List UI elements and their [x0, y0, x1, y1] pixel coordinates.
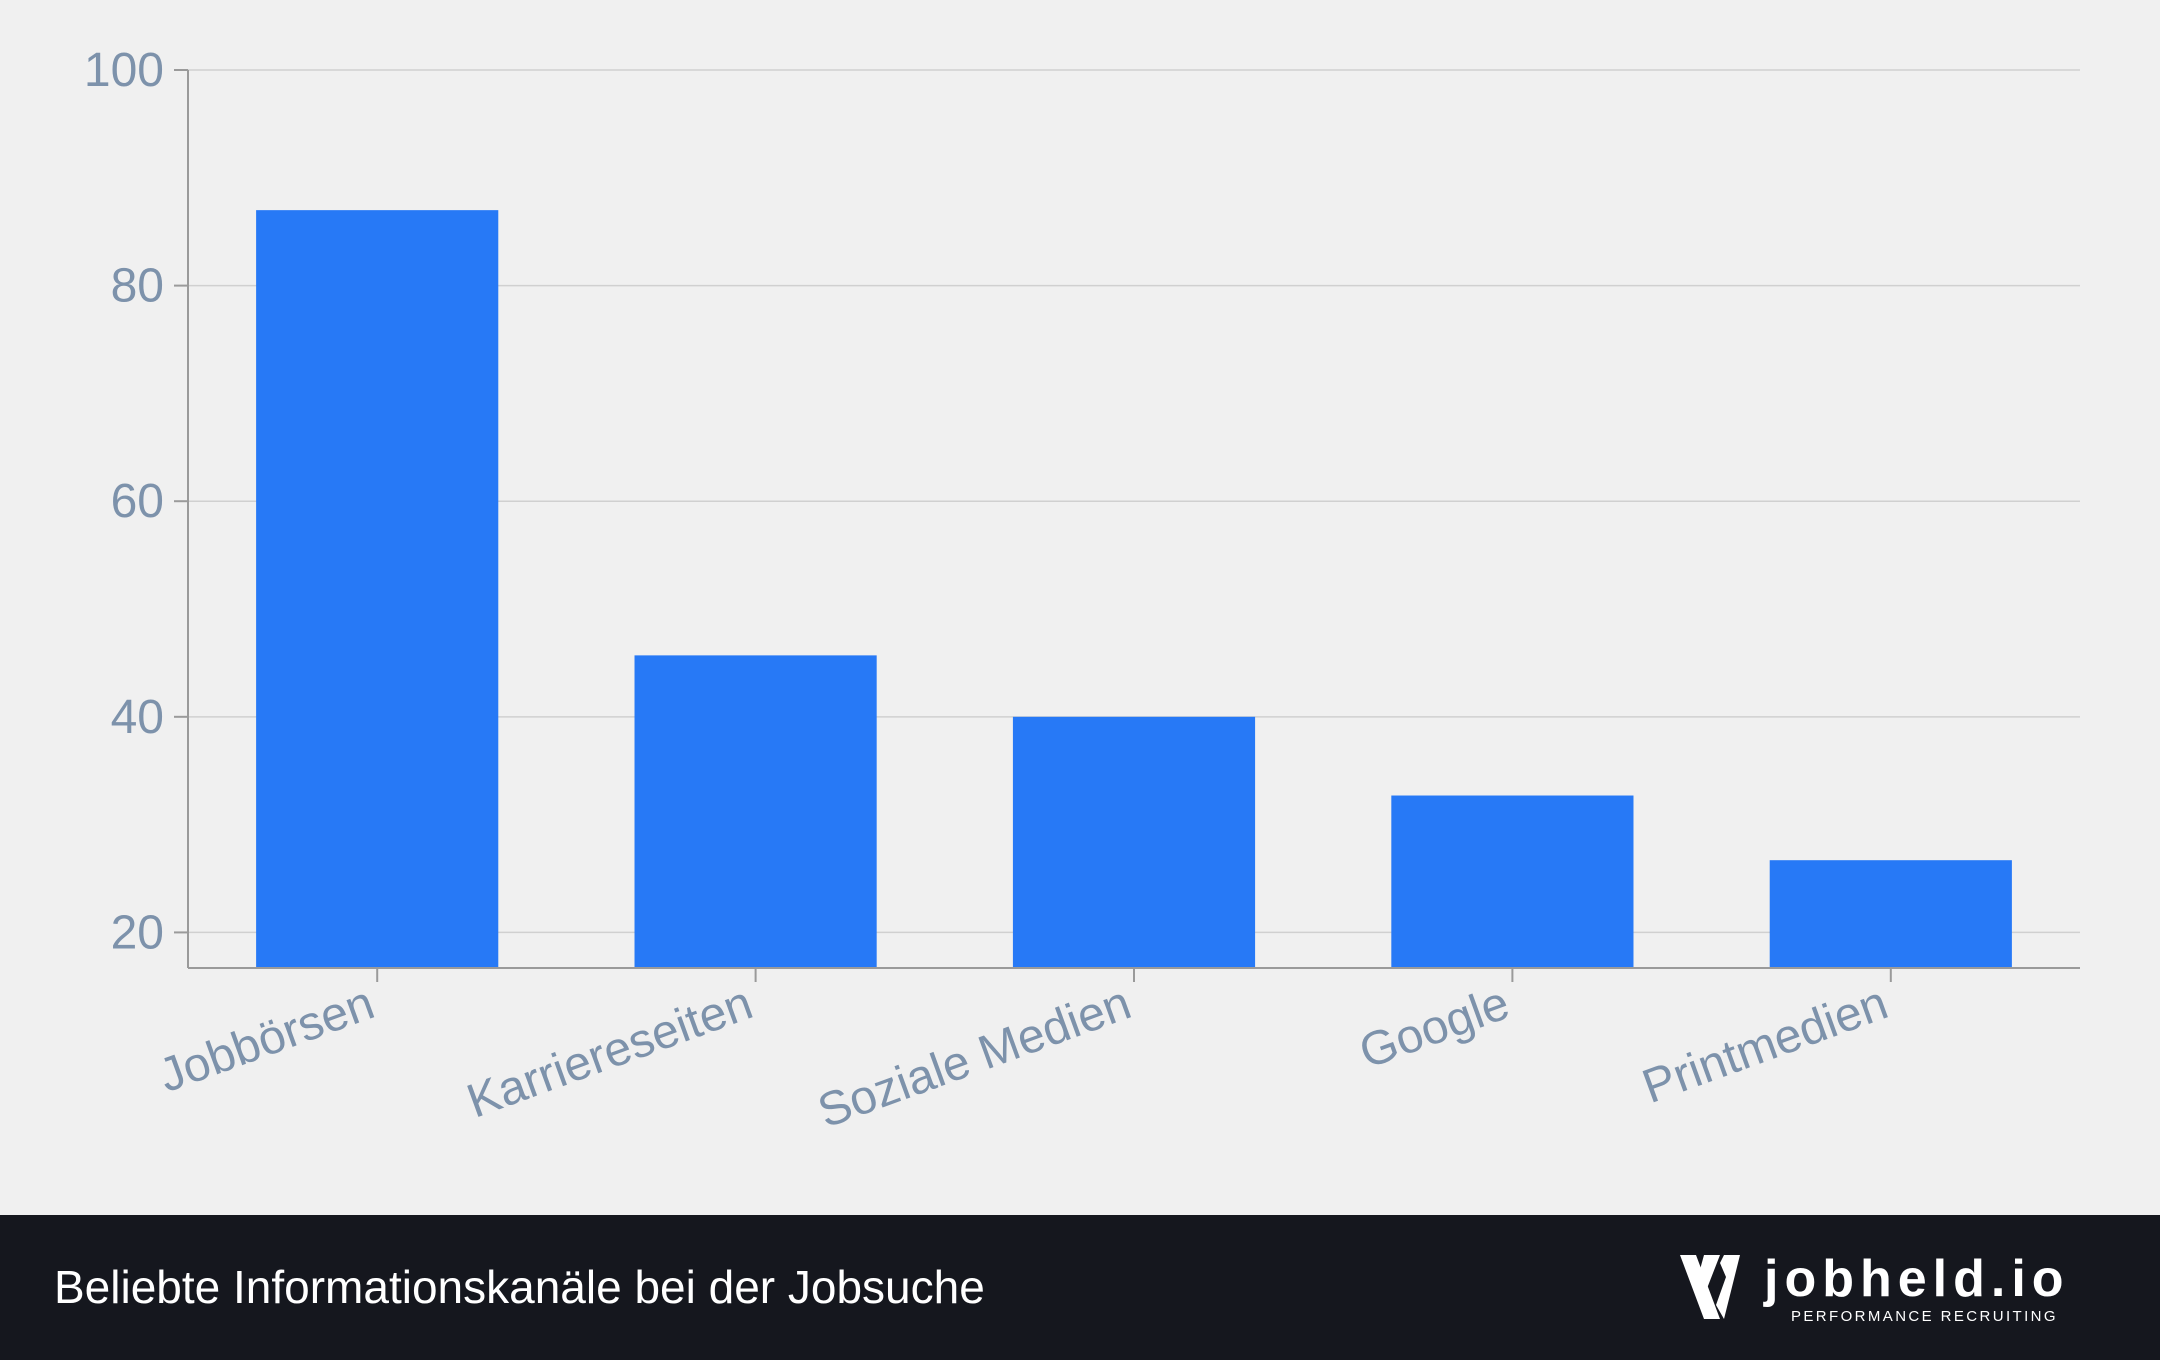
footer-bar: Beliebte Informationskanäle bei der Jobs… [0, 1215, 2160, 1360]
x-tick-label: Jobbörsen [152, 977, 381, 1103]
y-tick-label: 60 [111, 475, 164, 528]
x-tick-label: Karriereseiten [460, 977, 759, 1129]
axes [174, 69, 2080, 982]
y-tick-label: 40 [111, 691, 164, 744]
x-tick-label: Printmedien [1636, 977, 1895, 1114]
logo-tagline: PERFORMANCE RECRUITING [1791, 1308, 2058, 1325]
chart-area: 20 40 60 80 100 Jobbörsen Karriereseiten Sozial… [83, 44, 2080, 1139]
logo-text: jobheld.io [1764, 1250, 2070, 1308]
bar-0 [256, 210, 499, 969]
bar-3 [1391, 795, 1634, 968]
bar-chart: 20 40 60 80 100 Jobbörsen Karriereseiten Sozial… [84, 44, 2080, 1139]
jobheld-logo: jobheld.io PERFORMANCE RECRUITING [1680, 1250, 2100, 1333]
bar-4 [1769, 860, 2012, 968]
x-tick-label: Soziale Medien [811, 977, 1138, 1139]
jobheld-logo-icon [1680, 1255, 1740, 1319]
bar-2 [1012, 716, 1256, 968]
y-tick-label: 20 [111, 906, 164, 959]
bar-1 [634, 655, 877, 968]
bars [256, 210, 2012, 969]
x-tick-label: Google [1353, 977, 1517, 1080]
y-tick-label: 80 [111, 260, 164, 313]
gridlines [188, 69, 2080, 934]
chart-title: Beliebte Informationskanäle bei der Jobs… [54, 1261, 985, 1313]
y-tick-label: 100 [84, 44, 164, 97]
